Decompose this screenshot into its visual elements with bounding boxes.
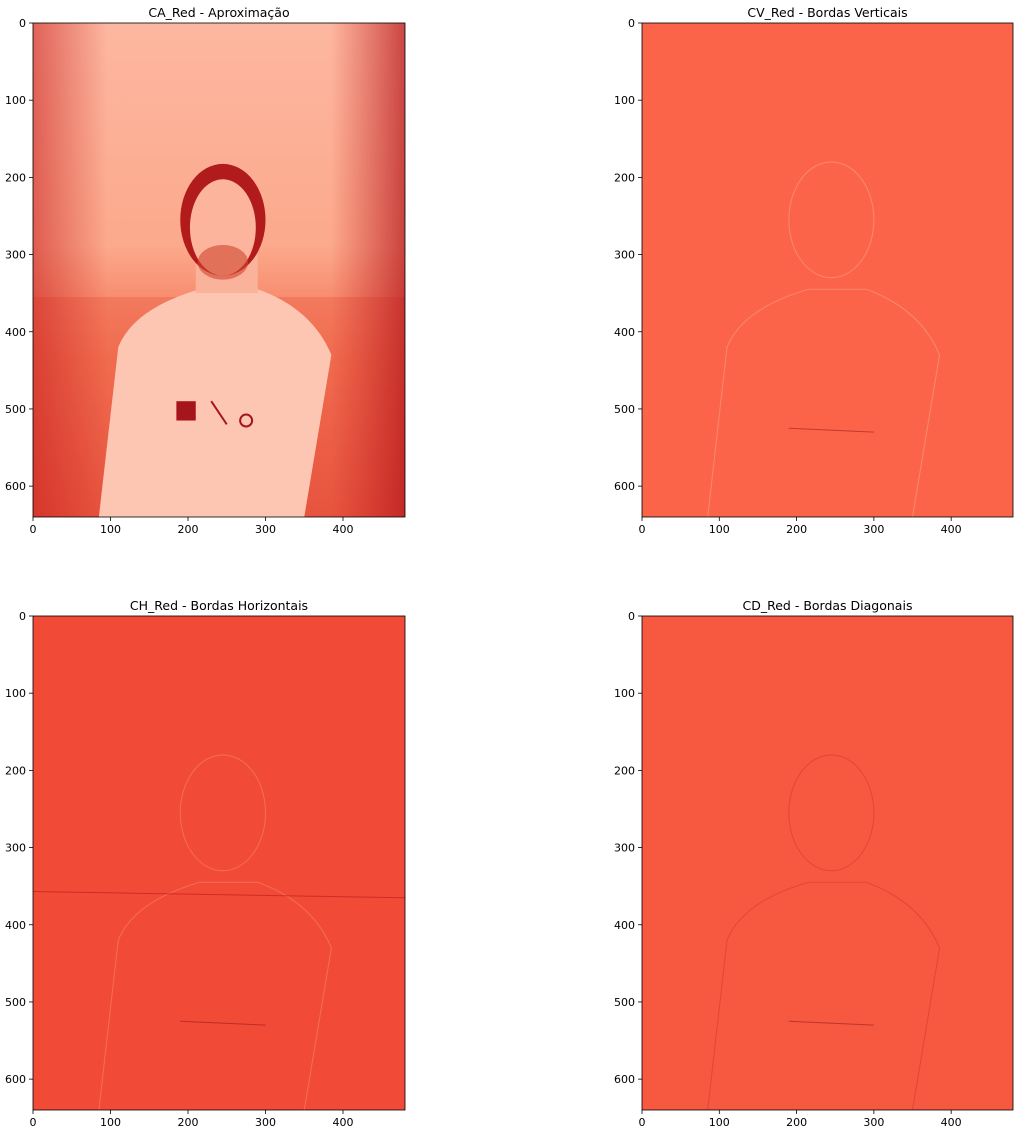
y-tick-label: 100	[5, 687, 26, 700]
heatmap-image	[642, 616, 1013, 1110]
y-tick-label: 300	[614, 842, 635, 855]
print-mark	[176, 401, 196, 421]
y-tick-label: 500	[614, 403, 635, 416]
panel-1: CA_Red - Aproximação 0 100 200 300 400 0 100 200…	[5, 5, 406, 536]
x-tick-label: 0	[639, 523, 646, 536]
y-tick-label: 500	[5, 996, 26, 1009]
x-tick-label: 100	[709, 1116, 730, 1129]
x-tick-label: 100	[100, 1116, 121, 1129]
edge-outline	[788, 161, 875, 279]
axes-frame	[32, 22, 406, 518]
x-tick-label: 100	[100, 523, 121, 536]
x-tick-label: 200	[178, 1116, 199, 1129]
chart-title: CD_Red - Bordas Diagonais	[743, 598, 913, 613]
y-tick-label: 500	[5, 403, 26, 416]
y-tick-label: 400	[614, 326, 635, 339]
print-mark	[210, 400, 228, 425]
y-tick-label: 400	[614, 919, 635, 932]
x-tick-label: 300	[863, 523, 884, 536]
shirt-shape	[98, 289, 332, 517]
x-tick-label: 100	[709, 523, 730, 536]
edge-outline	[788, 1020, 874, 1026]
panel-2: CV_Red - Bordas Verticais 0 100 200 300 400 0 1…	[614, 5, 1014, 536]
y-tick-label: 600	[5, 480, 26, 493]
y-tick-label: 100	[614, 94, 635, 107]
y-tick-label: 200	[614, 764, 635, 777]
x-tick-label: 300	[863, 1116, 884, 1129]
x-tick-label: 400	[333, 523, 354, 536]
y-tick-label: 600	[5, 1073, 26, 1086]
edge-outline	[179, 754, 266, 872]
y-tick-label: 400	[5, 919, 26, 932]
x-tick-label: 0	[639, 1116, 646, 1129]
y-tick-label: 600	[614, 1073, 635, 1086]
print-mark	[239, 413, 254, 428]
y-tick-label: 300	[614, 249, 635, 262]
edge-outline	[788, 427, 874, 433]
y-tick-label: 400	[5, 326, 26, 339]
edge-outline	[707, 881, 941, 1111]
y-tick-label: 500	[614, 996, 635, 1009]
axes-frame	[641, 22, 1014, 518]
axes-frame	[32, 615, 406, 1111]
edge-outline	[180, 1020, 266, 1026]
x-tick-label: 200	[786, 1116, 807, 1129]
x-tick-label: 400	[941, 523, 962, 536]
x-tick-label: 0	[30, 523, 37, 536]
edge-outline	[788, 754, 875, 872]
heatmap-image	[33, 616, 405, 1110]
edge-outline	[98, 881, 332, 1111]
panel-3: CH_Red - Bordas Horizontais 0 100 200 300 400…	[5, 598, 406, 1129]
chart-title: CV_Red - Bordas Verticais	[747, 5, 907, 20]
panel-4: CD_Red - Bordas Diagonais 0 100 200 300 400 0 1…	[614, 598, 1014, 1129]
chart-title: CH_Red - Bordas Horizontais	[130, 598, 308, 613]
y-tick-label: 200	[5, 764, 26, 777]
y-tick-label: 600	[614, 480, 635, 493]
beard-shape	[197, 244, 249, 280]
chart-title: CA_Red - Aproximação	[148, 5, 289, 20]
y-tick-label: 300	[5, 842, 26, 855]
y-tick-label: 200	[614, 171, 635, 184]
y-tick-label: 100	[614, 687, 635, 700]
heatmap-image	[642, 23, 1013, 517]
x-tick-label: 200	[786, 523, 807, 536]
y-tick-label: 0	[628, 610, 635, 623]
x-tick-label: 300	[255, 1116, 276, 1129]
edge-outline	[707, 288, 941, 518]
x-tick-label: 300	[255, 523, 276, 536]
axes-frame	[641, 615, 1014, 1111]
x-tick-label: 200	[178, 523, 199, 536]
edge-outline	[32, 891, 406, 899]
x-tick-label: 400	[941, 1116, 962, 1129]
y-tick-label: 0	[628, 17, 635, 30]
y-tick-label: 0	[19, 610, 26, 623]
y-tick-label: 300	[5, 249, 26, 262]
x-tick-label: 0	[30, 1116, 37, 1129]
x-tick-label: 400	[333, 1116, 354, 1129]
y-tick-label: 200	[5, 171, 26, 184]
y-tick-label: 0	[19, 17, 26, 30]
y-tick-label: 100	[5, 94, 26, 107]
